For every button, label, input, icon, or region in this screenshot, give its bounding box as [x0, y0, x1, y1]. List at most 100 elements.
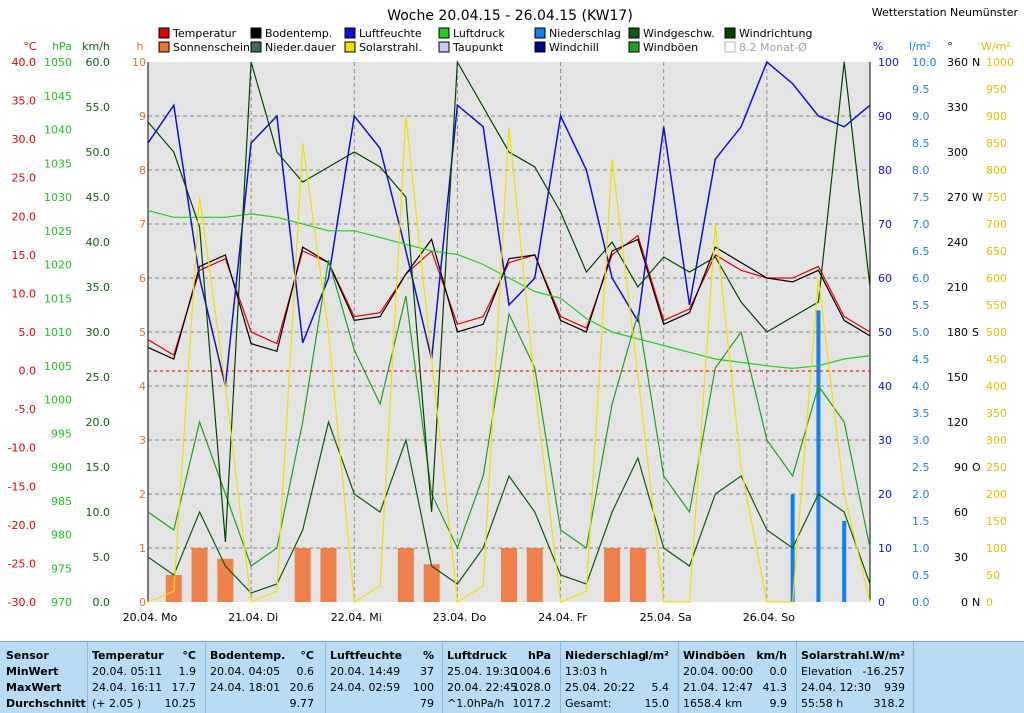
stats-col-name: Niederschlag	[565, 649, 647, 662]
axis-tick-temp: -30.0	[8, 596, 36, 609]
stats-column-separator	[796, 642, 797, 713]
sunshine-bar	[604, 548, 621, 602]
legend-label: Windrichtung	[739, 27, 812, 40]
stats-min-value: 1.9	[178, 665, 197, 678]
axis-tick-dir: O	[972, 461, 981, 474]
stats-row-label: MinWert	[6, 665, 59, 678]
axis-tick-wm2: 200	[986, 488, 1007, 501]
axis-tick-wm2: 550	[986, 299, 1007, 312]
axis-tick-lm2: 8.0	[912, 164, 930, 177]
legend-label: 8.2 Monat-Ø	[739, 41, 807, 54]
axis-tick-wm2: 400	[986, 380, 1007, 393]
axis-tick-lm2: 10.0	[912, 56, 937, 69]
stats-column-separator	[205, 642, 206, 713]
legend-label: Windchill	[549, 41, 599, 54]
stats-avg-label: 55:58 h	[801, 697, 844, 710]
stats-min-value: 0.0	[769, 665, 788, 678]
axis-unit-wm2: W/m²	[981, 40, 1011, 53]
line-windgeschw	[147, 419, 871, 594]
stats-column-separator	[325, 642, 326, 713]
stats-min-value: 0.6	[296, 665, 315, 678]
station-name: Wetterstation Neumünster	[872, 6, 1019, 19]
axis-tick-lm2: 7.5	[912, 191, 930, 204]
stats-column-separator	[560, 642, 561, 713]
axis-tick-h: 9	[139, 110, 146, 123]
axis-tick-kmh: 30.0	[86, 326, 111, 339]
axis-tick-hpa: 1025	[44, 225, 72, 238]
axis-tick-lm2: 0.0	[912, 596, 930, 609]
axis-tick-hpa: 980	[51, 529, 72, 542]
axis-unit-deg: °	[947, 40, 953, 53]
legend-label: Windgeschw.	[643, 27, 715, 40]
axis-tick-wm2: 800	[986, 164, 1007, 177]
axis-tick-lm2: 6.5	[912, 245, 930, 258]
axis-tick-lm2: 6.0	[912, 272, 930, 285]
legend-label: Bodentemp.	[265, 27, 332, 40]
axis-tick-temp: -20.0	[8, 519, 36, 532]
stats-row-label: MaxWert	[6, 681, 62, 694]
axis-unit-temp: °C	[23, 40, 37, 53]
chart-title: Woche 20.04.15 - 26.04.15 (KW17)	[387, 8, 633, 24]
axis-tick-kmh: 55.0	[86, 101, 111, 114]
axis-tick-pct: 90	[878, 110, 892, 123]
stats-col-name: Luftdruck	[447, 649, 507, 662]
axis-tick-deg: 300	[947, 146, 968, 159]
stats-panel: Sensor MinWert MaxWert Durchschnitt Temperat…	[0, 641, 1024, 713]
line-solarstrahl	[147, 115, 871, 604]
axis-tick-kmh: 5.0	[93, 551, 111, 564]
legend-swatch	[724, 27, 736, 39]
axis-tick-wm2: 300	[986, 434, 1007, 447]
axis-tick-lm2: 9.5	[912, 83, 930, 96]
axis-tick-lm2: 2.5	[912, 461, 930, 474]
axis-tick-hpa: 990	[51, 461, 72, 474]
axis-tick-lm2: 1.5	[912, 515, 930, 528]
axis-tick-kmh: 10.0	[86, 506, 111, 519]
axis-tick-deg: 270	[947, 191, 968, 204]
stats-col-name: Luftfeuchte	[330, 649, 403, 662]
axis-tick-deg: 90	[954, 461, 968, 474]
axis-tick-dir: W	[972, 191, 983, 204]
axis-tick-pct: 40	[878, 380, 892, 393]
stats-max-label: 24.04. 02:59	[330, 681, 401, 694]
axis-tick-pct: 70	[878, 218, 892, 231]
stats-max-label: 24.04. 16:11	[92, 681, 163, 694]
stats-row-label: Sensor	[6, 649, 49, 662]
axis-tick-wm2: 150	[986, 515, 1007, 528]
axis-tick-kmh: 15.0	[86, 461, 111, 474]
axis-tick-lm2: 4.0	[912, 380, 930, 393]
legend-label: Luftfeuchte	[359, 27, 422, 40]
stats-max-value: 20.6	[289, 681, 315, 694]
axis-unit-hpa: hPa	[52, 40, 72, 53]
sunshine-bar	[526, 548, 543, 602]
stats-min-label: Elevation	[801, 665, 853, 678]
stats-avg-value: 10.25	[164, 697, 197, 710]
stats-min-value: -16.257	[862, 665, 905, 678]
axis-tick-pct: 10	[878, 542, 892, 555]
stats-max-value: 939	[884, 681, 905, 694]
day-label: 26.04. So	[743, 611, 795, 624]
axis-tick-hpa: 1045	[44, 90, 72, 103]
axis-tick-temp: 0.0	[19, 365, 37, 378]
axis-tick-deg: 180	[947, 326, 968, 339]
stats-avg-value: 318.2	[873, 697, 906, 710]
stats-min-value: 37	[420, 665, 434, 678]
stats-avg-label: 1658.4 km	[683, 697, 743, 710]
stats-max-label: 21.04. 12:47	[683, 681, 754, 694]
axis-tick-temp: -15.0	[8, 480, 36, 493]
axis-tick-deg: 210	[947, 281, 968, 294]
line-temperatur	[147, 234, 871, 357]
axis-tick-kmh: 20.0	[86, 416, 111, 429]
axis-tick-wm2: 950	[986, 83, 1007, 96]
stats-avg-value: 79	[420, 697, 434, 710]
stats-avg-value: 1017.2	[512, 697, 552, 710]
stats-min-label: 20.04. 00:00	[683, 665, 754, 678]
axis-tick-deg: 360	[947, 56, 968, 69]
axis-tick-hpa: 1035	[44, 157, 72, 170]
stats-min-label: 20.04. 14:49	[330, 665, 401, 678]
axis-tick-deg: 120	[947, 416, 968, 429]
axis-tick-kmh: 50.0	[86, 146, 111, 159]
axis-tick-lm2: 8.5	[912, 137, 930, 150]
stats-col-name: Temperatur	[92, 649, 164, 662]
stats-max-value: 5.4	[651, 681, 670, 694]
legend-swatch	[250, 41, 262, 53]
